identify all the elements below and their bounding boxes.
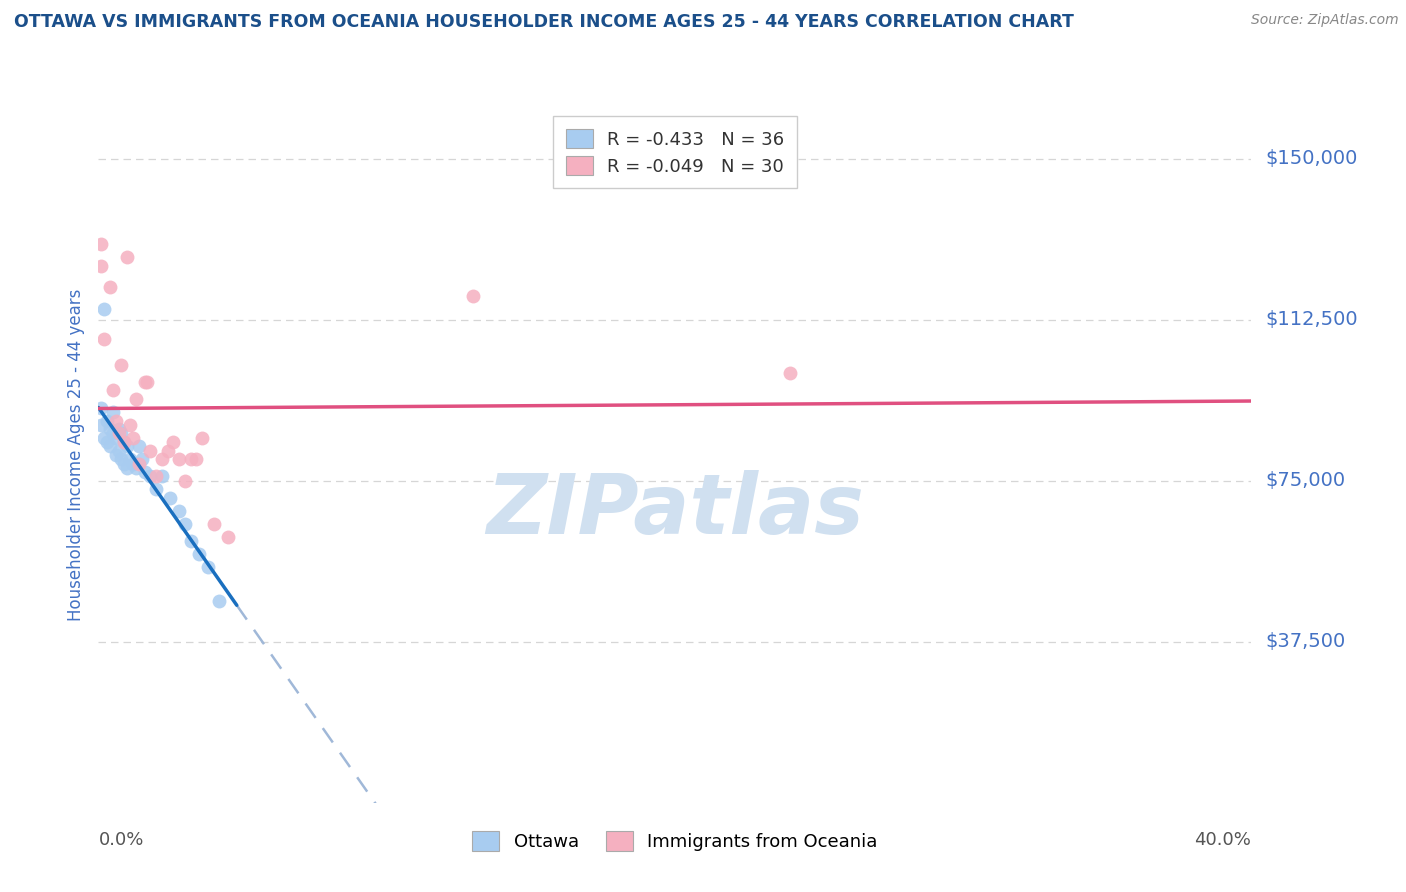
Point [167, 504, 190, 518]
Point [104, 431, 127, 445]
Point [98, 280, 121, 294]
Point [779, 367, 801, 381]
Point [150, 469, 173, 483]
Text: $150,000: $150,000 [1265, 149, 1358, 168]
Point [107, 422, 129, 436]
Point [125, 460, 148, 475]
Text: $75,000: $75,000 [1265, 471, 1346, 491]
Point [131, 452, 153, 467]
Point [110, 426, 132, 441]
Point [96, 435, 118, 450]
Point [101, 405, 124, 419]
Point [122, 457, 145, 471]
Text: ZIPatlas: ZIPatlas [486, 470, 863, 551]
Point [128, 457, 150, 471]
Point [136, 375, 159, 389]
Point [98, 422, 121, 436]
Point [112, 435, 135, 450]
Legend: Ottawa, Immigrants from Oceania: Ottawa, Immigrants from Oceania [460, 818, 890, 863]
Point [90, 237, 112, 252]
Text: Source: ZipAtlas.com: Source: ZipAtlas.com [1251, 13, 1399, 28]
Point [125, 392, 148, 406]
Point [188, 547, 211, 561]
Point [167, 452, 190, 467]
Point [186, 452, 208, 467]
Point [117, 251, 138, 265]
Point [134, 375, 156, 389]
Point [120, 417, 142, 432]
Text: $112,500: $112,500 [1265, 310, 1358, 329]
Point [90, 401, 112, 415]
Point [120, 452, 142, 467]
Text: $37,500: $37,500 [1265, 632, 1346, 651]
Point [122, 431, 145, 445]
Point [461, 289, 484, 303]
Point [180, 452, 202, 467]
Point [145, 483, 167, 497]
Point [159, 491, 181, 505]
Point [90, 417, 112, 432]
Point [112, 435, 135, 450]
Point [128, 439, 150, 453]
Point [208, 594, 231, 608]
Point [104, 413, 127, 427]
Point [145, 469, 167, 483]
Point [162, 435, 184, 450]
Text: OTTAWA VS IMMIGRANTS FROM OCEANIA HOUSEHOLDER INCOME AGES 25 - 44 YEARS CORRELAT: OTTAWA VS IMMIGRANTS FROM OCEANIA HOUSEH… [14, 13, 1074, 31]
Point [117, 460, 138, 475]
Point [197, 559, 219, 574]
Point [180, 533, 202, 548]
Point [139, 469, 162, 483]
Point [104, 448, 127, 462]
Point [90, 259, 112, 273]
Point [217, 529, 239, 543]
Point [101, 426, 124, 441]
Point [93, 332, 115, 346]
Point [101, 384, 124, 398]
Point [112, 457, 135, 471]
Text: 40.0%: 40.0% [1195, 830, 1251, 848]
Point [93, 301, 115, 316]
Point [191, 431, 214, 445]
Point [174, 474, 197, 488]
Point [107, 443, 129, 458]
Point [107, 426, 129, 441]
Point [150, 452, 173, 467]
Point [110, 358, 132, 372]
Point [110, 452, 132, 467]
Point [139, 443, 162, 458]
Point [202, 516, 225, 531]
Point [93, 431, 115, 445]
Point [117, 439, 138, 453]
Point [174, 516, 197, 531]
Point [96, 413, 118, 427]
Y-axis label: Householder Income Ages 25 - 44 years: Householder Income Ages 25 - 44 years [67, 289, 86, 621]
Point [156, 443, 179, 458]
Point [98, 439, 121, 453]
Point [134, 465, 156, 479]
Text: 0.0%: 0.0% [98, 830, 143, 848]
